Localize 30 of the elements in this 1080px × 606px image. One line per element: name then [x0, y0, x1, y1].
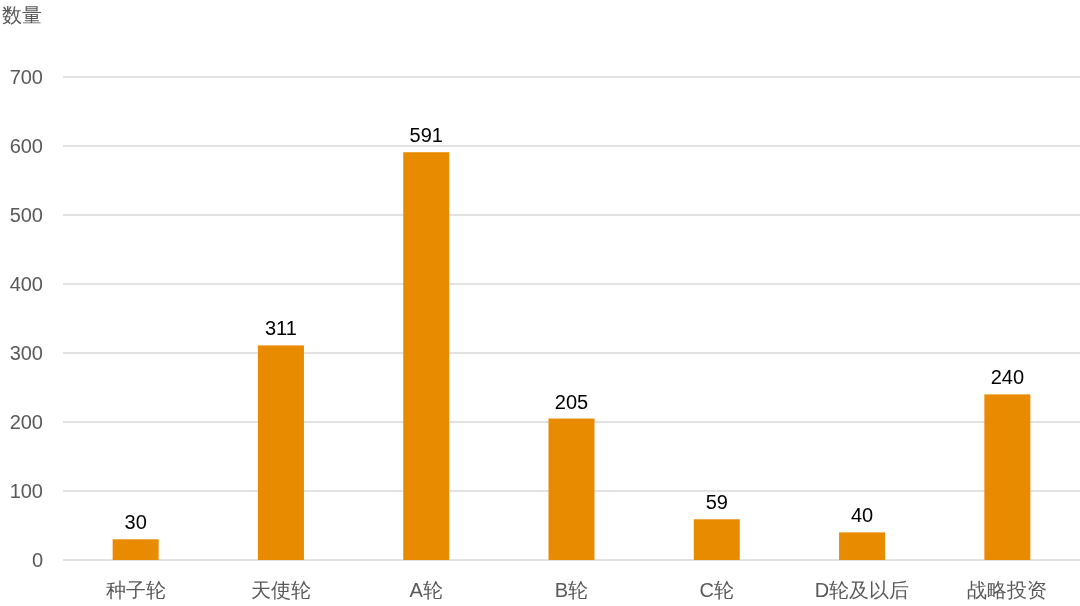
- bar: [548, 418, 595, 560]
- bar: [693, 519, 740, 560]
- y-tick-label: 100: [9, 480, 43, 502]
- y-tick-label: 600: [9, 135, 43, 157]
- x-tick-label: D轮及以后: [814, 579, 910, 601]
- data-label: 30: [124, 511, 147, 534]
- bar: [257, 345, 304, 560]
- data-label: 40: [850, 504, 874, 527]
- y-tick-label: 200: [9, 411, 43, 433]
- x-tick-label: A轮: [409, 579, 443, 601]
- data-label: 59: [705, 491, 728, 514]
- bar: [112, 539, 159, 560]
- x-tick-label: 战略投资: [967, 579, 1048, 601]
- bar: [839, 532, 886, 560]
- data-label: 591: [409, 124, 443, 147]
- x-tick-label: 天使轮: [250, 579, 311, 601]
- y-axis-title: 数量: [2, 4, 42, 26]
- data-label: 240: [990, 366, 1025, 389]
- data-label: 311: [264, 317, 297, 340]
- x-tick-label: B轮: [554, 579, 589, 601]
- y-tick-label: 300: [9, 342, 43, 364]
- bar: [984, 394, 1031, 560]
- y-tick-label: 400: [9, 273, 43, 295]
- y-tick-label: 0: [31, 549, 43, 571]
- y-tick-label: 500: [9, 204, 43, 226]
- x-tick-label: C轮: [699, 579, 735, 601]
- bar: [403, 152, 450, 560]
- data-label: 205: [554, 390, 589, 413]
- x-tick-label: 种子轮: [105, 579, 166, 601]
- y-tick-label: 700: [9, 66, 43, 88]
